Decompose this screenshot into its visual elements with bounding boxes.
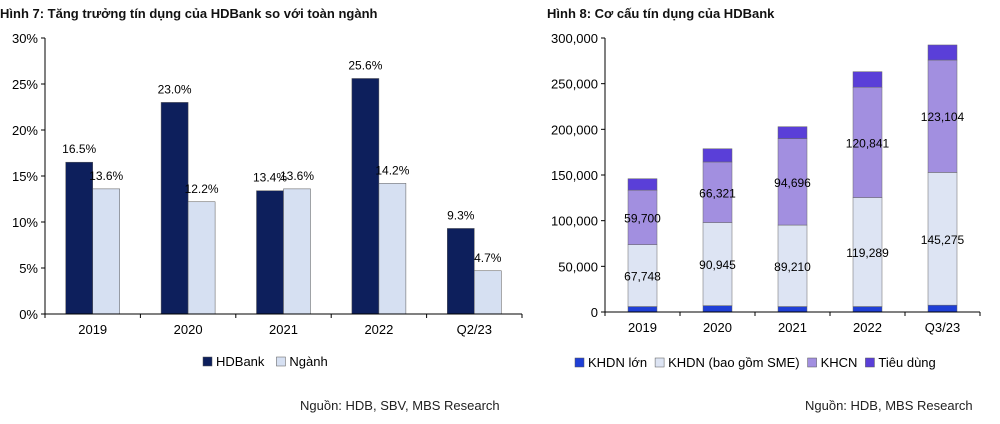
chart-title-credit-growth: Hình 7: Tăng trưởng tín dụng của HDBank …: [0, 6, 378, 21]
legend-label: KHDN (bao gồm SME): [668, 355, 799, 370]
y-tick-label: 10%: [12, 215, 38, 230]
data-label: 90,945: [699, 258, 736, 272]
stack-segment: [852, 306, 883, 313]
y-tick-label: 20%: [12, 123, 38, 138]
data-label: 16.5%: [62, 142, 96, 156]
source-note-right: Nguồn: HDB, MBS Research: [805, 398, 973, 413]
bar-hdbank: [256, 190, 284, 315]
data-label: 120,841: [846, 136, 890, 150]
y-tick-label: 5%: [19, 261, 38, 276]
legend-label: KHDN lớn: [588, 355, 647, 370]
bar-hdbank: [160, 102, 189, 315]
stack-segment: [927, 44, 958, 61]
bar-hdbank: [65, 161, 93, 315]
y-tick-label: 15%: [12, 169, 38, 184]
data-label: 89,210: [774, 260, 811, 274]
legend-swatch: [865, 357, 875, 368]
y-tick-label: 150,000: [551, 168, 598, 183]
y-tick-label: 0: [591, 305, 598, 320]
stack-segment: [777, 126, 808, 139]
data-label: 25.6%: [348, 58, 382, 72]
x-tick-label: Q3/23: [925, 320, 960, 335]
stack-segment: [777, 138, 808, 226]
x-tick-label: Q2/23: [457, 322, 492, 337]
bar-ngành: [187, 201, 216, 315]
data-label: 12.2%: [185, 182, 219, 196]
data-label: 59,700: [624, 211, 661, 225]
bar-ngành: [474, 270, 502, 315]
x-tick-label: 2020: [174, 322, 203, 337]
stack-segment: [927, 304, 958, 313]
stack-segment: [627, 189, 658, 245]
stack-segment: [702, 305, 733, 313]
legend-swatch: [807, 357, 817, 368]
y-tick-label: 25%: [12, 77, 38, 92]
data-label: 4.7%: [474, 251, 502, 265]
stack-segment: [702, 222, 733, 306]
credit-growth-panel: Hình 7: Tăng trưởng tín dụng của HDBank …: [0, 6, 523, 413]
legend-label: Ngành: [289, 354, 327, 369]
bar-ngành: [283, 188, 311, 315]
data-label: 119,289: [846, 246, 889, 260]
data-label: 66,321: [699, 186, 736, 200]
x-tick-label: 2021: [778, 320, 807, 335]
stack-segment: [927, 172, 958, 306]
x-tick-label: 2022: [364, 322, 393, 337]
source-note-left: Nguồn: HDB, SBV, MBS Research: [300, 398, 500, 413]
credit-growth-chart: 16.5%13.6%23.0%12.2%13.4%13.6%25.6%14.2%…: [12, 31, 523, 369]
data-label: 145,275: [921, 233, 965, 247]
x-tick-label: 2020: [703, 320, 732, 335]
data-label: 123,104: [921, 110, 965, 124]
x-tick-label: 2022: [853, 320, 882, 335]
y-tick-label: 0%: [19, 307, 38, 322]
stack-segment: [627, 244, 658, 307]
legend-swatch: [202, 356, 213, 367]
data-label: 94,696: [774, 176, 811, 190]
credit-structure-panel: Hình 8: Cơ cấu tín dụng của HDBank 67,74…: [540, 0, 1000, 424]
data-label: 13.6%: [280, 169, 314, 183]
data-label: 14.2%: [375, 163, 409, 177]
legend-swatch: [574, 357, 585, 368]
stack-segment: [627, 178, 658, 191]
stack-segment: [852, 71, 883, 88]
x-tick-label: 2021: [269, 322, 298, 337]
chart-title-credit-structure: Hình 8: Cơ cấu tín dụng của HDBank: [547, 6, 775, 21]
stack-segment: [702, 148, 733, 163]
legend-label: HDBank: [216, 354, 265, 369]
legend-swatch: [276, 356, 286, 367]
data-label: 13.4%: [253, 171, 287, 185]
data-label: 67,748: [624, 270, 661, 284]
y-tick-label: 50,000: [558, 259, 598, 274]
x-tick-label: 2019: [78, 322, 107, 337]
x-tick-label: 2019: [628, 320, 657, 335]
y-tick-label: 200,000: [551, 122, 598, 137]
bar-ngành: [92, 188, 120, 315]
bar-hdbank: [351, 78, 380, 315]
y-tick-label: 250,000: [551, 77, 598, 92]
y-tick-label: 300,000: [551, 31, 598, 46]
stack-segment: [852, 86, 883, 198]
y-tick-label: 100,000: [551, 214, 598, 229]
stack-segment: [777, 306, 808, 313]
stack-segment: [852, 197, 883, 307]
legend-swatch: [654, 357, 665, 368]
credit-structure-chart: 67,748 59,700 90,945 66,321 89,210 94,696 119,…: [551, 31, 981, 370]
bar-ngành: [378, 183, 407, 315]
stack-segment: [927, 59, 958, 173]
y-tick-label: 30%: [12, 31, 38, 46]
data-label: 13.6%: [89, 169, 123, 183]
legend-label: KHCN: [821, 355, 858, 370]
legend-label: Tiêu dùng: [878, 355, 935, 370]
stack-segment: [627, 306, 658, 313]
bar-hdbank: [447, 228, 475, 315]
data-label: 23.0%: [158, 82, 192, 96]
data-label: 9.3%: [447, 208, 475, 222]
